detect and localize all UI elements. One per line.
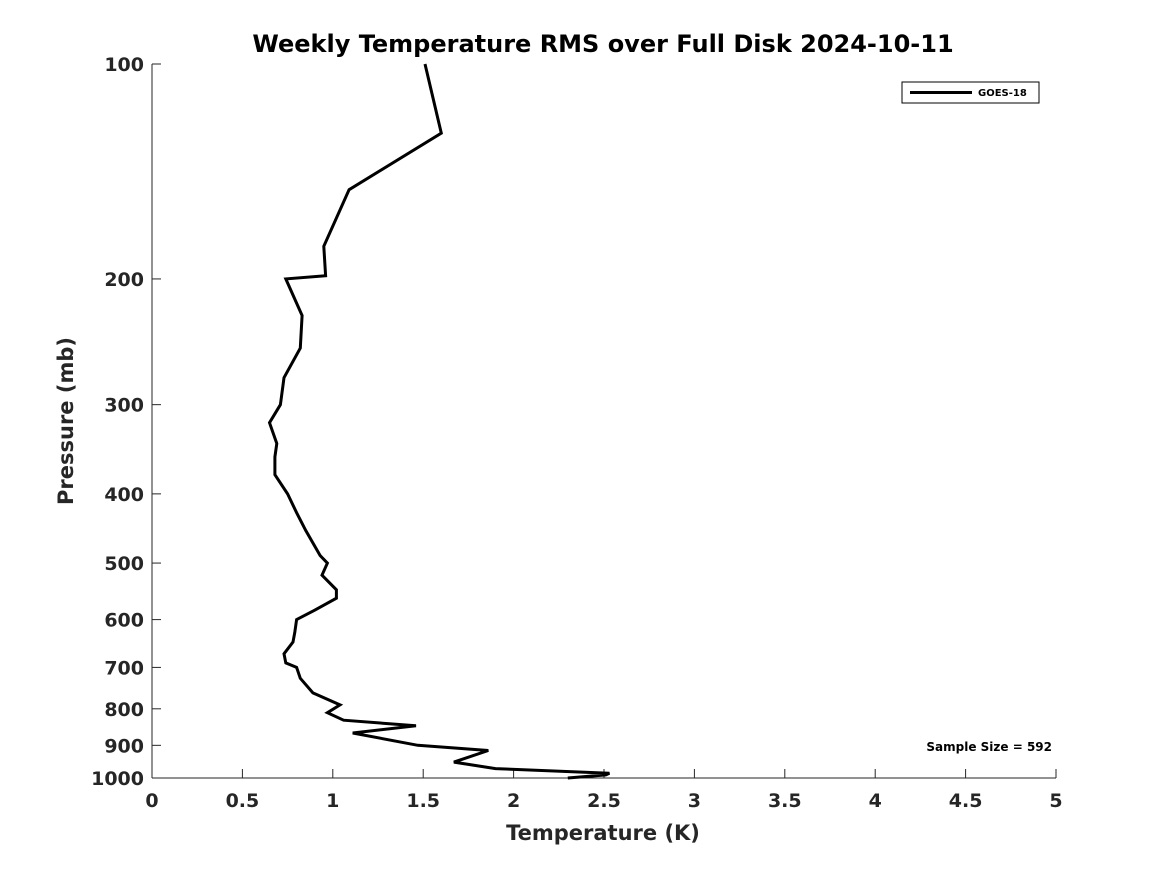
x-tick-label: 0.5 xyxy=(226,790,260,812)
y-tick-label: 300 xyxy=(104,395,144,417)
y-tick-label: 800 xyxy=(104,699,144,721)
y-axis-label: Pressure (mb) xyxy=(54,337,78,505)
y-axis-ticks: 100 200 300 400 500 600 700 800 900 1000 xyxy=(91,54,161,790)
legend: GOES-18 xyxy=(901,81,1040,104)
series-layer xyxy=(267,63,611,780)
x-tick-label: 1 xyxy=(326,790,339,812)
y-tick-label: 900 xyxy=(104,735,144,757)
y-tick-label: 400 xyxy=(104,484,144,506)
y-tick-label: 100 xyxy=(104,54,144,76)
x-tick-label: 1.5 xyxy=(406,790,440,812)
y-tick-label: 600 xyxy=(104,610,144,632)
y-tick-label: 1000 xyxy=(91,768,144,790)
legend-label-goes-18: GOES-18 xyxy=(978,88,1027,99)
x-tick-label: 4.5 xyxy=(949,790,983,812)
y-tick-label: 700 xyxy=(104,657,144,679)
x-tick-label: 2.5 xyxy=(587,790,621,812)
axes xyxy=(151,64,1056,779)
x-tick-label: 4 xyxy=(869,790,882,812)
sample-size-annotation: Sample Size = 592 xyxy=(926,740,1052,754)
x-tick-label: 3.5 xyxy=(768,790,802,812)
chart-title: Weekly Temperature RMS over Full Disk 20… xyxy=(252,30,953,58)
x-tick-label: 3 xyxy=(688,790,701,812)
x-axis-ticks: 0 0.5 1 1.5 2 2.5 3 3.5 4 4.5 5 xyxy=(145,769,1063,812)
x-axis-label: Temperature (K) xyxy=(506,821,700,845)
x-tick-label: 0 xyxy=(145,790,158,812)
series-line-goes-18 xyxy=(267,63,611,780)
x-tick-label: 5 xyxy=(1049,790,1062,812)
y-tick-label: 200 xyxy=(104,269,144,291)
x-tick-label: 2 xyxy=(507,790,520,812)
y-tick-label: 500 xyxy=(104,553,144,575)
